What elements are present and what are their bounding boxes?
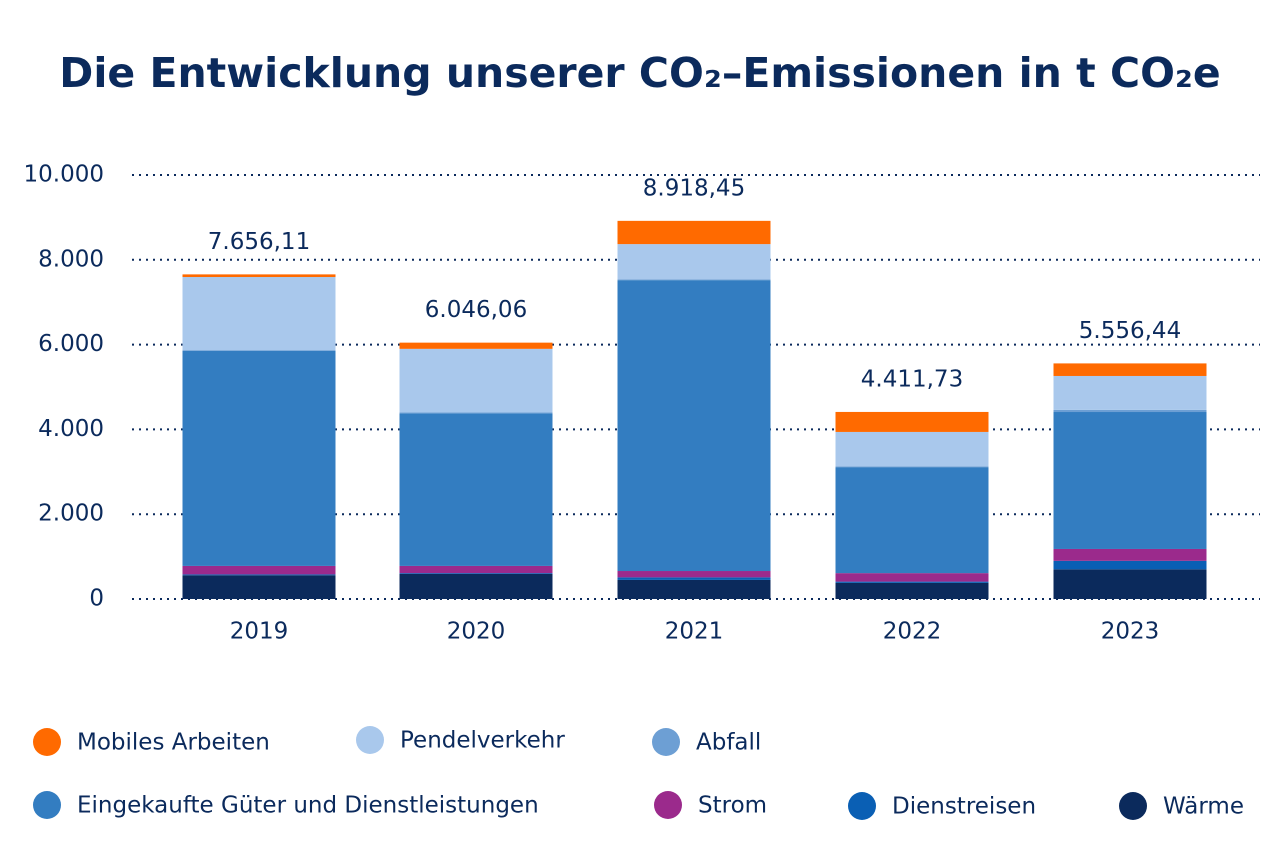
total-label: 5.556,44 [1079, 318, 1181, 344]
total-label: 8.918,45 [643, 175, 745, 201]
bar-segment [399, 573, 553, 599]
x-tick-label: 2021 [665, 619, 724, 645]
bar-segment [1053, 569, 1207, 599]
bar-segment [1053, 560, 1207, 570]
y-tick-label: 8.000 [38, 246, 104, 272]
legend-marker [654, 791, 682, 819]
y-tick-label: 2.000 [38, 501, 104, 527]
bar-segment [399, 342, 553, 349]
bar-segment [399, 413, 553, 566]
legend-marker [1119, 792, 1147, 820]
legend-label: Eingekaufte Güter und Dienstleistungen [77, 793, 539, 819]
bar-segment [835, 411, 989, 432]
x-tick-label: 2022 [883, 619, 942, 645]
bar-segment [617, 220, 771, 245]
y-tick-label: 4.000 [38, 416, 104, 442]
bar-segment [399, 565, 553, 574]
legend-marker [356, 726, 384, 754]
legend-label: Mobiles Arbeiten [77, 730, 270, 756]
bar-segment [182, 274, 336, 278]
bar-segment [617, 279, 771, 281]
legend-label: Dienstreisen [892, 794, 1036, 820]
bar-segment [1053, 363, 1207, 376]
x-tick-label: 2023 [1101, 619, 1160, 645]
bar-segment [182, 574, 336, 576]
bar-segment [399, 348, 553, 413]
bar-segment [182, 565, 336, 575]
bar-segment [1053, 409, 1207, 413]
legend-marker [848, 792, 876, 820]
legend-label: Abfall [696, 730, 761, 756]
chart-title: Die Entwicklung unserer CO₂–Emissionen i… [59, 49, 1220, 97]
bar-segment [617, 280, 771, 572]
bar-segment [835, 467, 989, 574]
bar-segment [835, 582, 989, 599]
bar-segment [1053, 548, 1207, 561]
bar-segment [617, 579, 771, 599]
legend-label: Strom [698, 793, 767, 819]
y-tick-label: 10.000 [24, 162, 104, 188]
bar-segment [1053, 412, 1207, 549]
bar-segment [182, 575, 336, 599]
legend-marker [33, 728, 61, 756]
bar-segment [617, 571, 771, 578]
bar-segment [399, 412, 553, 414]
total-label: 4.411,73 [861, 366, 963, 392]
x-tick-label: 2020 [447, 619, 506, 645]
legend-marker [33, 791, 61, 819]
bar-segment [835, 573, 989, 582]
bar-segment [835, 431, 989, 467]
bar-segment [835, 581, 989, 583]
bar-segment [182, 277, 336, 351]
bar-segment [617, 244, 771, 280]
bar-segment [182, 350, 336, 351]
bar-segment [399, 573, 553, 574]
x-tick-label: 2019 [230, 619, 289, 645]
legend-marker [652, 728, 680, 756]
bar-segment [617, 577, 771, 580]
bar-segment [1053, 375, 1207, 410]
legend-label: Wärme [1163, 794, 1244, 820]
bar-segment [835, 466, 989, 468]
total-label: 7.656,11 [208, 229, 310, 255]
total-label: 6.046,06 [425, 297, 527, 323]
y-tick-label: 0 [89, 586, 104, 612]
bar-segment [182, 350, 336, 566]
y-tick-label: 6.000 [38, 331, 104, 357]
legend-label: Pendelverkehr [400, 728, 565, 754]
